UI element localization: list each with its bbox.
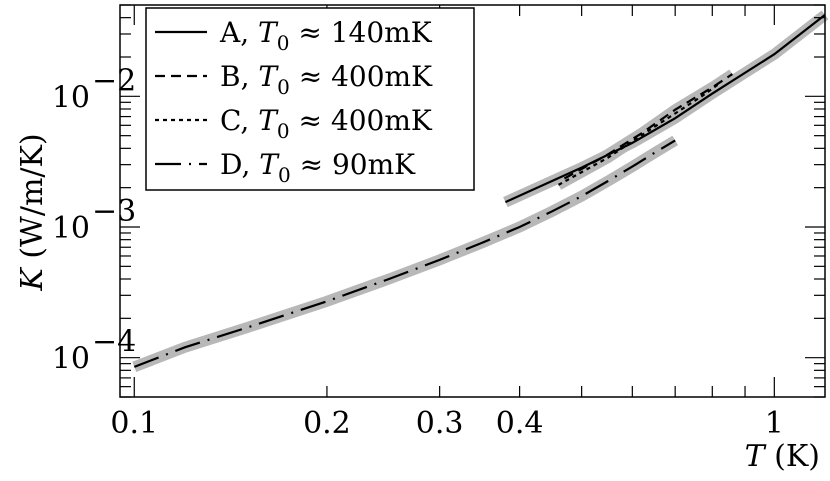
legend-box [145,7,475,191]
y-tick-label: 10 [52,80,90,115]
x-tick-label: 0.1 [110,406,158,441]
x-tick-label: 1 [765,406,784,441]
x-tick-label: 0.4 [496,406,544,441]
y-tick-label: 10 [52,342,90,377]
band-a [503,10,829,208]
band-c [555,79,723,190]
legend-entry-d: D, T0 ≈ 90mK [220,148,416,187]
legend-entry-c: C, T0 ≈ 400mK [220,104,433,143]
y-tick-labels: 10−410−310−2 [52,63,136,376]
x-axis-label: T (K) [745,439,820,474]
y-tick-exponent: −3 [92,194,136,229]
y-axis-label: K (W/m/K) [15,133,50,291]
y-tick-exponent: −4 [92,325,136,360]
x-tick-label: 0.3 [416,406,464,441]
series-line-d [133,139,676,368]
x-tick-labels: 0.1 0.2 0.3 0.4 1 [110,406,783,441]
legend-entry-b: B, T0 ≈ 400mK [220,60,433,99]
y-tick-exponent: −2 [92,63,136,98]
plot-frame [119,4,826,398]
y-tick-label: 10 [52,211,90,246]
x-tick-label: 0.2 [303,406,351,441]
legend: A, T0 ≈ 140mK B, T0 ≈ 400mK C, T0 ≈ 400m… [145,7,475,191]
series-line-a [504,14,826,204]
series-lines [133,14,826,368]
legend-entry-a: A, T0 ≈ 140mK [219,16,433,55]
